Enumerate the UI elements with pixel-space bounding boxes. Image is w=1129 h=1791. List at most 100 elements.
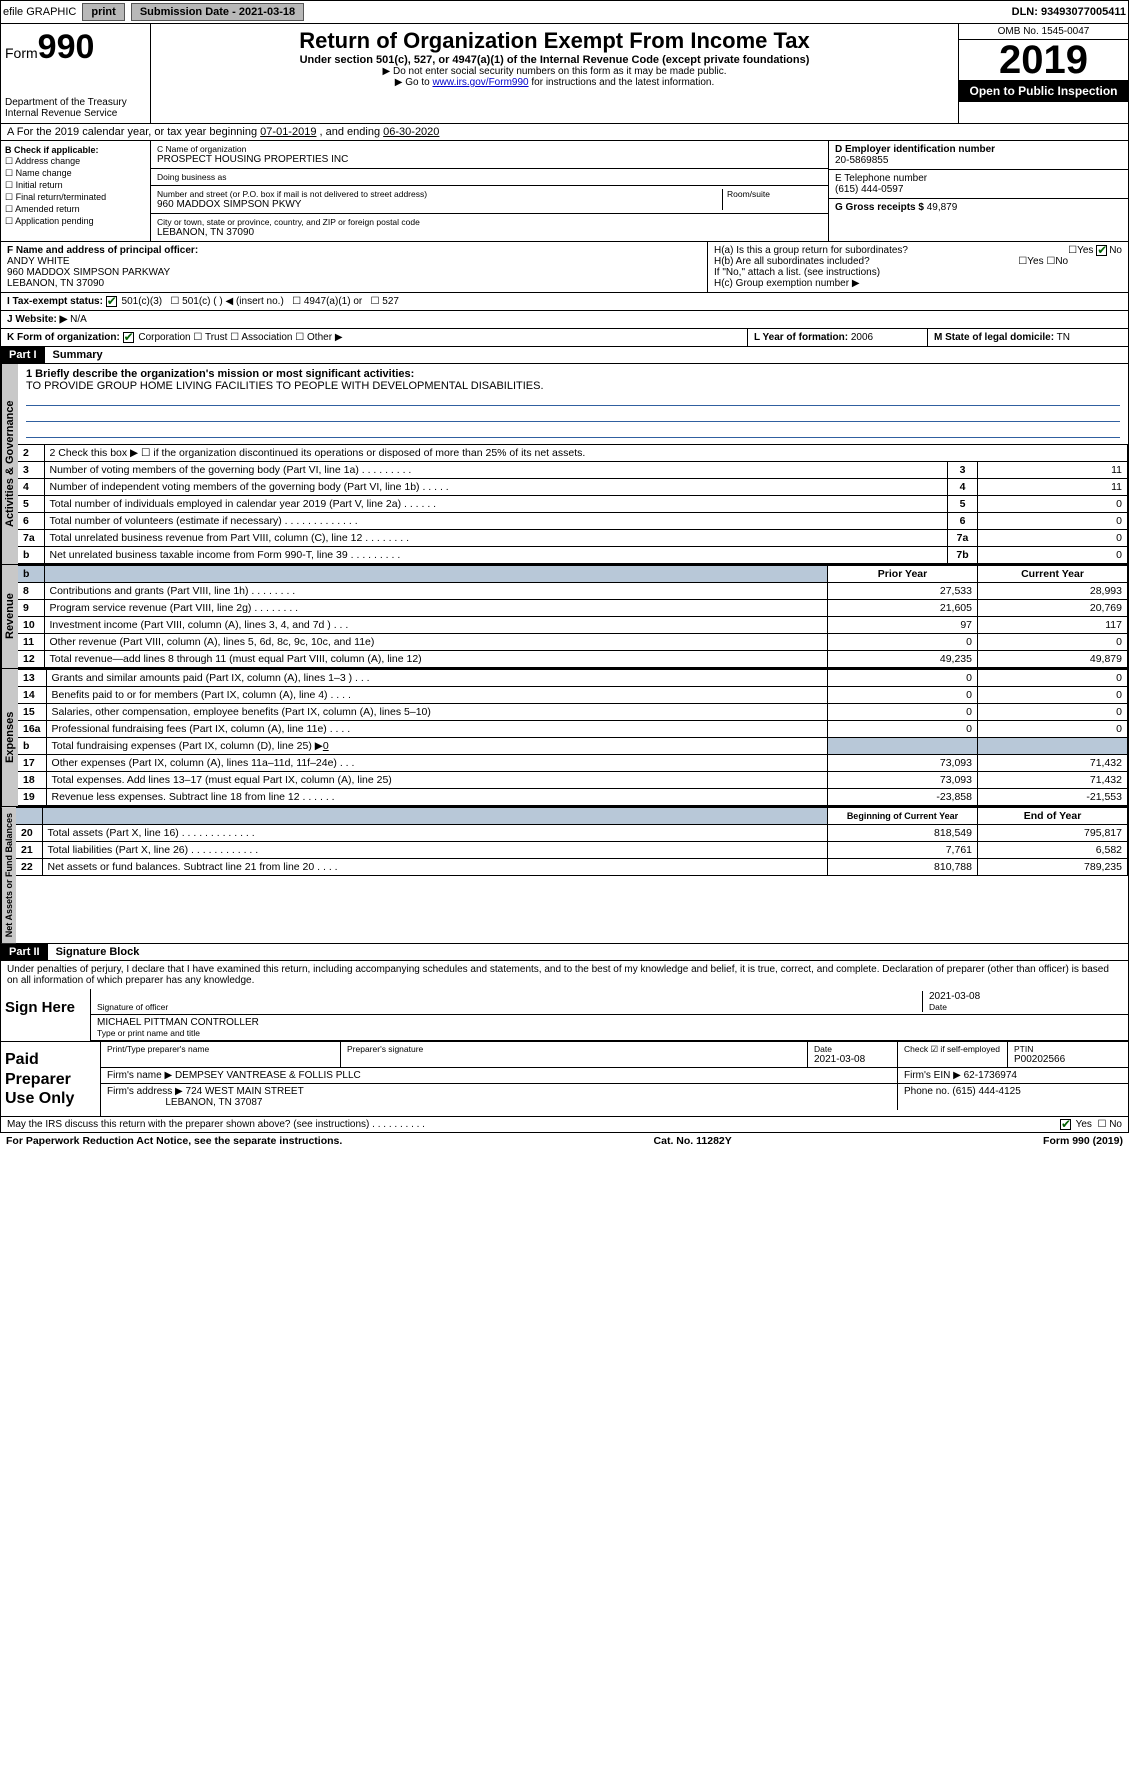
vlabel-governance: Activities & Governance [1,364,18,564]
firm-addr2: LEBANON, TN 37087 [165,1097,262,1108]
line20-beg: 818,549 [828,825,978,842]
part2-title: Signature Block [48,944,148,960]
line4-box: 4 [948,479,978,496]
chk-initial-return[interactable]: ☐ Initial return [5,180,146,191]
year-formed-label: L Year of formation: [754,332,848,343]
line17-curr: 71,432 [978,755,1128,772]
officer-addr1: 960 MADDOX SIMPSON PARKWAY [7,267,170,278]
domicile-label: M State of legal domicile: [934,332,1054,343]
netassets-section: Net Assets or Fund Balances Beginning of… [0,807,1129,944]
box-b: B Check if applicable: ☐ Address change … [1,141,151,241]
vlabel-netassets: Net Assets or Fund Balances [1,807,16,943]
line9-prior: 21,605 [828,600,978,617]
opt-501c3: 501(c)(3) [122,296,163,307]
line9-curr: 20,769 [978,600,1128,617]
line21-beg: 7,761 [828,842,978,859]
line8-desc: Contributions and grants (Part VIII, lin… [44,583,828,600]
submission-date-button[interactable]: Submission Date - 2021-03-18 [131,3,304,21]
print-button[interactable]: print [82,3,124,21]
firm-phone: (615) 444-4125 [952,1086,1020,1097]
line15-curr: 0 [978,704,1128,721]
line14-desc: Benefits paid to or for members (Part IX… [46,687,827,704]
sig-name-label: Type or print name and title [97,1028,1122,1038]
form-prefix: Form [5,45,38,61]
line8-curr: 28,993 [978,583,1128,600]
line8-prior: 27,533 [828,583,978,600]
hb-no[interactable]: No [1055,256,1068,267]
chk-amended[interactable]: ☐ Amended return [5,204,146,215]
discuss-yes: Yes [1076,1119,1092,1130]
firm-name-label: Firm's name ▶ [107,1070,172,1081]
line20-end: 795,817 [978,825,1128,842]
city-value: LEBANON, TN 37090 [157,227,822,238]
line22-end: 789,235 [978,859,1128,876]
chk-corporation[interactable] [123,332,134,343]
dba-label: Doing business as [157,172,822,182]
line12-desc: Total revenue—add lines 8 through 11 (mu… [44,651,828,668]
ha-no: No [1109,245,1122,256]
line16b-val: 0 [323,740,329,752]
addr-label: Number and street (or P.O. box if mail i… [157,189,722,199]
line17-desc: Other expenses (Part IX, column (A), lin… [46,755,827,772]
opt-amended: Amended return [15,204,80,214]
form-header: Form990 Department of the Treasury Inter… [0,24,1129,124]
chk-501c3[interactable] [106,296,117,307]
ein-value: 20-5869855 [835,155,1122,166]
discuss-text: May the IRS discuss this return with the… [7,1119,425,1130]
phone-value: (615) 444-0597 [835,184,1122,195]
form-subtitle: Under section 501(c), 527, or 4947(a)(1)… [161,54,948,66]
part1-label: Part I [1,347,45,363]
opt-final-return: Final return/terminated [16,192,107,202]
line19-prior: -23,858 [828,789,978,806]
line3-box: 3 [948,462,978,479]
governance-table: 22 Check this box ▶ ☐ if the organizatio… [18,444,1128,564]
line10-prior: 97 [828,617,978,634]
opt-527: 527 [382,296,399,307]
line16b-desc: Total fundraising expenses (Part IX, col… [46,738,827,755]
hb-yes[interactable]: Yes [1027,256,1043,267]
line3-val: 11 [978,462,1128,479]
ssn-note: ▶ Do not enter social security numbers o… [161,66,948,77]
hdr-endyear: End of Year [978,808,1128,825]
discuss-yes-checkbox[interactable] [1060,1119,1071,1130]
opt-corp: Corporation [138,332,190,343]
line20-desc: Total assets (Part X, line 16) . . . . .… [42,825,828,842]
ha-yes[interactable]: Yes [1077,245,1093,256]
hb-note: If "No," attach a list. (see instruction… [714,267,1122,278]
period-pre: A For the 2019 calendar year, or tax yea… [7,126,260,138]
line5-box: 5 [948,496,978,513]
chk-address-change[interactable]: ☐ Address change [5,156,146,167]
tax-status-label: I Tax-exempt status: [7,296,103,307]
discuss-no: No [1109,1119,1122,1130]
room-label: Room/suite [727,189,822,199]
line6-desc: Total number of volunteers (estimate if … [44,513,948,530]
line13-curr: 0 [978,670,1128,687]
line22-desc: Net assets or fund balances. Subtract li… [42,859,828,876]
line11-prior: 0 [828,634,978,651]
chk-final-return[interactable]: ☐ Final return/terminated [5,192,146,203]
firm-name: DEMPSEY VANTREASE & FOLLIS PLLC [175,1070,361,1081]
line21-desc: Total liabilities (Part X, line 26) . . … [42,842,828,859]
form-org-label: K Form of organization: [7,332,120,343]
line18-curr: 71,432 [978,772,1128,789]
period-end: 06-30-2020 [383,126,439,138]
tax-year: 2019 [959,40,1128,80]
line6-box: 6 [948,513,978,530]
box-c: C Name of organization PROSPECT HOUSING … [151,141,828,241]
opt-app-pending: Application pending [15,216,94,226]
gross-value: 49,879 [927,202,958,213]
chk-application-pending[interactable]: ☐ Application pending [5,216,146,227]
form-990-number: 990 [38,28,95,66]
chk-name-change[interactable]: ☐ Name change [5,168,146,179]
ha-no-checkbox[interactable] [1096,245,1107,256]
revenue-table: bPrior YearCurrent Year 8Contributions a… [18,565,1128,668]
line13-desc: Grants and similar amounts paid (Part IX… [46,670,827,687]
opt-initial-return: Initial return [16,180,63,190]
line14-curr: 0 [978,687,1128,704]
self-employed-label: Check ☑ if self-employed [904,1044,1001,1055]
firm-addr-label: Firm's address ▶ [107,1086,183,1097]
form-number: Form990 [5,28,146,67]
line22-beg: 810,788 [828,859,978,876]
irs-link[interactable]: www.irs.gov/Form990 [432,77,528,88]
line7a-val: 0 [978,530,1128,547]
